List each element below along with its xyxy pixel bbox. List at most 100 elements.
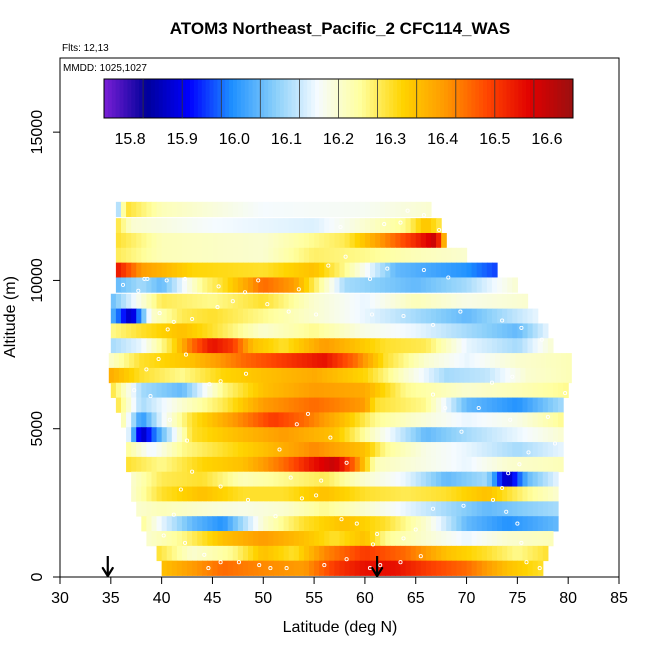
colorbar: 15.8 15.9 16.0 16.1 16.2 16.3 16.4 16.5 16.6: [103, 78, 574, 148]
colorbar-tick-label: 15.8: [115, 131, 146, 148]
heatmap-cell: [192, 232, 198, 249]
heatmap-cell: [491, 471, 498, 487]
heatmap-cell: [242, 338, 249, 354]
heatmap-cell: [288, 486, 295, 502]
heatmap-cell: [248, 545, 254, 562]
heatmap-cell: [425, 308, 432, 324]
heatmap-cell: [303, 516, 310, 532]
heatmap-cell: [547, 516, 554, 532]
heatmap-cell: [120, 262, 127, 278]
heatmap-cell: [232, 427, 239, 443]
heatmap-cell: [202, 471, 208, 487]
heatmap-cell: [354, 412, 361, 428]
heatmap-cell: [451, 262, 457, 278]
heatmap-cell: [126, 247, 132, 264]
heatmap-cell: [149, 367, 156, 384]
heatmap-cell: [207, 232, 214, 249]
heatmap-cell: [339, 560, 346, 576]
heatmap-cell: [232, 456, 239, 473]
heatmap-cell: [395, 293, 402, 309]
heatmap-cell: [205, 367, 212, 384]
heatmap-cell: [441, 338, 447, 354]
heatmap-cell: [466, 545, 473, 562]
heatmap-cell: [550, 367, 557, 384]
heatmap-band: [120, 412, 564, 428]
colorbar-segment: [170, 79, 175, 118]
heatmap-cell: [118, 367, 125, 384]
heatmap-cell: [390, 338, 396, 354]
heatmap-cell: [530, 367, 537, 384]
sample-point: [552, 441, 558, 446]
heatmap-cell: [156, 262, 163, 278]
colorbar-segment: [146, 79, 152, 118]
heatmap-cell: [537, 501, 544, 517]
heatmap-cell: [436, 442, 442, 458]
heatmap-cell: [205, 353, 212, 369]
heatmap-cell: [354, 501, 361, 517]
heatmap-cell: [395, 531, 402, 547]
heatmap-cell: [256, 353, 262, 369]
heatmap-cell: [334, 560, 341, 576]
heatmap-cell: [273, 277, 280, 293]
heatmap-cell: [176, 382, 183, 398]
heatmap-cell: [215, 353, 222, 369]
heatmap-cell: [164, 353, 171, 369]
heatmap-cell: [476, 427, 483, 443]
heatmap-cell: [141, 247, 147, 264]
colorbar-segment: [264, 79, 269, 118]
heatmap-cell: [552, 471, 559, 487]
heatmap-cell: [486, 338, 493, 354]
heatmap-cell: [385, 471, 391, 487]
heatmap-cell: [430, 397, 437, 413]
heatmap-cell: [166, 323, 173, 339]
heatmap-cell: [232, 232, 239, 249]
heatmap-cell: [441, 382, 447, 398]
heatmap-cell: [339, 471, 346, 487]
heatmap-cell: [471, 427, 478, 443]
heatmap-cell: [420, 427, 427, 443]
heatmap-cell: [512, 412, 518, 428]
heatmap-cell: [266, 353, 272, 369]
heatmap-cell: [190, 367, 196, 384]
heatmap-cell: [425, 456, 432, 473]
heatmap-cell: [436, 293, 442, 309]
heatmap-cell: [502, 442, 508, 458]
heatmap-cell: [166, 247, 173, 264]
colorbar-segment: [533, 79, 539, 118]
heatmap-cell: [222, 516, 229, 532]
heatmap-cell: [446, 545, 452, 562]
heatmap-cell: [202, 201, 208, 218]
colorbar-segment: [404, 79, 410, 118]
heatmap-cell: [136, 382, 142, 398]
heatmap-cell: [220, 353, 227, 369]
heatmap-cell: [364, 516, 371, 532]
heatmap-cell: [403, 367, 410, 384]
sample-point: [418, 554, 423, 559]
heatmap-cell: [161, 501, 168, 517]
heatmap-cell: [268, 382, 275, 398]
heatmap-cell: [309, 338, 315, 354]
heatmap-cell: [242, 247, 249, 264]
sample-point: [296, 287, 301, 292]
heatmap-cell: [425, 323, 432, 339]
heatmap-cell: [278, 382, 285, 398]
heatmap-cell: [314, 262, 320, 278]
heatmap-cell: [542, 323, 549, 339]
heatmap-cell: [405, 232, 412, 249]
heatmap-cell: [380, 262, 386, 278]
heatmap-cell: [303, 427, 310, 443]
heatmap-cell: [303, 218, 310, 234]
heatmap-cell: [268, 277, 275, 293]
heatmap-cell: [476, 486, 483, 502]
heatmap-cell: [118, 353, 125, 369]
heatmap-cell: [141, 323, 147, 339]
heatmap-cell: [141, 427, 147, 443]
colorbar-segment: [213, 79, 218, 118]
heatmap-cell: [131, 397, 137, 413]
heatmap-cell: [481, 471, 488, 487]
heatmap-cell: [181, 456, 188, 473]
sample-point: [524, 560, 529, 565]
heatmap-band: [115, 262, 498, 278]
heatmap-cell: [197, 501, 203, 517]
heatmap-cell: [190, 353, 196, 369]
